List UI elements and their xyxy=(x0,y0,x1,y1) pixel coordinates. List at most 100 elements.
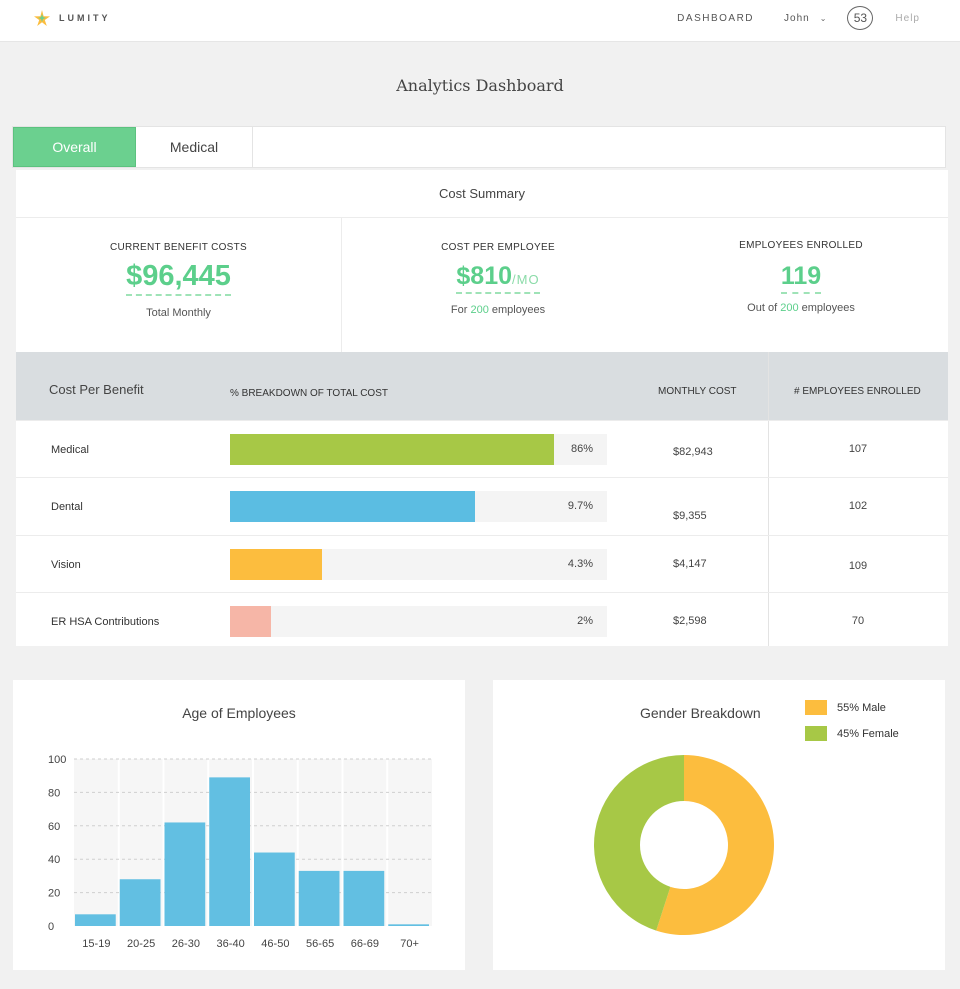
employees-enrolled-count: 70 xyxy=(851,615,865,627)
table-header: Cost Per Benefit % BREAKDOWN OF TOTAL CO… xyxy=(16,352,948,420)
y-tick-label: 60 xyxy=(48,821,60,833)
y-tick-label: 80 xyxy=(48,787,60,799)
nav-dashboard-link[interactable]: DASHBOARD xyxy=(677,12,755,24)
monthly-cost: $4,147 xyxy=(673,558,707,570)
metric-value: $810 xyxy=(456,262,513,290)
monthly-cost: $9,355 xyxy=(673,510,707,522)
metric-label: CURRENT BENEFIT COSTS xyxy=(109,242,248,253)
y-tick-label: 0 xyxy=(48,921,54,933)
metric-label: EMPLOYEES ENROLLED xyxy=(739,240,863,251)
metric-value: 119 xyxy=(780,262,822,294)
y-tick-label: 100 xyxy=(48,754,66,766)
histogram-bar xyxy=(119,879,161,926)
metric-sub-suffix: employees xyxy=(488,304,546,316)
gender-chart-title: Gender Breakdown xyxy=(640,705,761,721)
benefit-name: Medical xyxy=(51,444,89,456)
histogram-bar xyxy=(388,924,429,926)
x-tick-label: 15-19 xyxy=(82,938,110,950)
cost-summary-title: Cost Summary xyxy=(16,170,948,218)
x-tick-label: 46-50 xyxy=(261,938,289,950)
tab-medical[interactable]: Medical xyxy=(136,127,253,167)
column-header-employees-enrolled: # EMPLOYEES ENROLLED xyxy=(794,386,921,397)
metric-sub-suffix: employees xyxy=(798,302,855,314)
cost-bar-track: 2% xyxy=(230,606,607,637)
x-tick-label: 56-65 xyxy=(306,938,334,950)
metric-label: COST PER EMPLOYEE xyxy=(441,242,555,253)
top-navigation: LUMITY DASHBOARD John ⌄ 53 Help xyxy=(0,0,960,42)
legend-label: 55% Male xyxy=(837,701,886,714)
employees-enrolled-metric: EMPLOYEES ENROLLED 119 Out of 200 employ… xyxy=(654,218,948,352)
user-name: John xyxy=(784,12,810,24)
table-row: Vision 4.3% $4,147 109 xyxy=(16,535,948,592)
x-tick-label: 36-40 xyxy=(217,938,245,950)
dashboard-tabs: Overall Medical xyxy=(12,126,946,168)
monthly-cost: $2,598 xyxy=(673,615,707,627)
metric-subtext: For 200 employees xyxy=(342,304,654,316)
cost-bar-fill xyxy=(230,606,272,637)
column-header-monthly-cost: MONTHLY COST xyxy=(658,386,737,397)
donut-slice-male xyxy=(656,755,774,935)
benefit-name: Vision xyxy=(51,559,81,571)
cost-summary-panel: Cost Summary CURRENT BENEFIT COSTS $96,4… xyxy=(16,170,948,352)
column-header-benefit: Cost Per Benefit xyxy=(49,382,144,397)
histogram-bar xyxy=(209,777,250,926)
table-row: Dental 9.7% $9,355 102 xyxy=(16,477,948,534)
legend-label: 45% Female xyxy=(837,727,899,740)
column-divider xyxy=(768,352,769,646)
cost-bar-track: 9.7% xyxy=(230,491,607,522)
metric-value-group: $810/MO xyxy=(456,262,540,294)
x-tick-label: 66-69 xyxy=(351,938,379,950)
monthly-cost: $82,943 xyxy=(673,446,713,458)
x-tick-label: 70+ xyxy=(400,938,419,950)
cost-per-employee-metric: COST PER EMPLOYEE $810/MO For 200 employ… xyxy=(342,218,654,352)
cost-bar-fill xyxy=(230,434,555,465)
histogram-bar xyxy=(254,852,295,926)
cost-bar-fill xyxy=(230,491,476,522)
cost-bar-track: 86% xyxy=(230,434,607,465)
employees-enrolled-count: 102 xyxy=(848,500,868,512)
benefit-name: ER HSA Contributions xyxy=(51,616,160,628)
cost-per-benefit-table: Cost Per Benefit % BREAKDOWN OF TOTAL CO… xyxy=(16,352,948,646)
metric-subtext: Out of 200 employees xyxy=(654,302,948,314)
cost-bar-track: 4.3% xyxy=(230,549,607,580)
age-chart-title: Age of Employees xyxy=(182,705,296,721)
employees-enrolled-count: 109 xyxy=(848,560,868,572)
lumity-star-icon xyxy=(34,10,50,26)
histogram-bar xyxy=(343,870,385,926)
metric-subtext: Total Monthly xyxy=(146,307,211,319)
column-header-breakdown: % BREAKDOWN OF TOTAL COST xyxy=(230,388,388,399)
legend-item-male: 55% Male xyxy=(805,700,886,715)
metric-sub-highlight: 200 xyxy=(780,302,799,314)
age-histogram-chart: 0 20 40 60 80 100 15-19 20-25 26-30 36-40 46-50 56-… xyxy=(48,754,432,950)
age-of-employees-card: Age of Employees 0 20 40 60 80 100 15-19 20-25 2… xyxy=(13,680,465,970)
cost-percentage: 4.3% xyxy=(567,558,593,570)
legend-swatch xyxy=(805,700,827,715)
current-benefit-costs-metric: CURRENT BENEFIT COSTS $96,445 Total Mont… xyxy=(16,218,342,352)
table-row: ER HSA Contributions 2% $2,598 70 xyxy=(16,592,948,649)
metric-sub-prefix: For xyxy=(450,304,471,316)
table-row: Medical 86% $82,943 107 xyxy=(16,420,948,477)
gender-breakdown-card: Gender Breakdown 55% Male 45% Female xyxy=(493,680,945,970)
x-tick-label: 26-30 xyxy=(172,938,200,950)
donut-slice-female xyxy=(594,755,684,931)
cost-percentage: 86% xyxy=(570,443,593,455)
tab-overall[interactable]: Overall xyxy=(13,127,136,167)
help-link[interactable]: Help xyxy=(895,12,920,24)
brand-logo[interactable]: LUMITY xyxy=(34,10,111,26)
user-menu[interactable]: John ⌄ xyxy=(784,13,827,24)
cost-bar-fill xyxy=(230,549,323,580)
chevron-down-icon: ⌄ xyxy=(819,13,828,23)
employees-enrolled-count: 107 xyxy=(848,443,868,455)
metric-value: $96,445 xyxy=(126,260,231,296)
cost-percentage: 2% xyxy=(577,615,593,627)
brand-name: LUMITY xyxy=(59,13,111,23)
metric-sub-highlight: 200 xyxy=(470,304,489,316)
histogram-bar xyxy=(298,870,340,926)
y-tick-label: 40 xyxy=(48,854,60,866)
legend-item-female: 45% Female xyxy=(805,726,899,741)
histogram-bar xyxy=(164,822,206,926)
metric-unit: /MO xyxy=(512,272,540,287)
notification-badge[interactable]: 53 xyxy=(847,6,874,30)
metric-sub-prefix: Out of xyxy=(747,302,781,314)
cost-percentage: 9.7% xyxy=(567,500,593,512)
